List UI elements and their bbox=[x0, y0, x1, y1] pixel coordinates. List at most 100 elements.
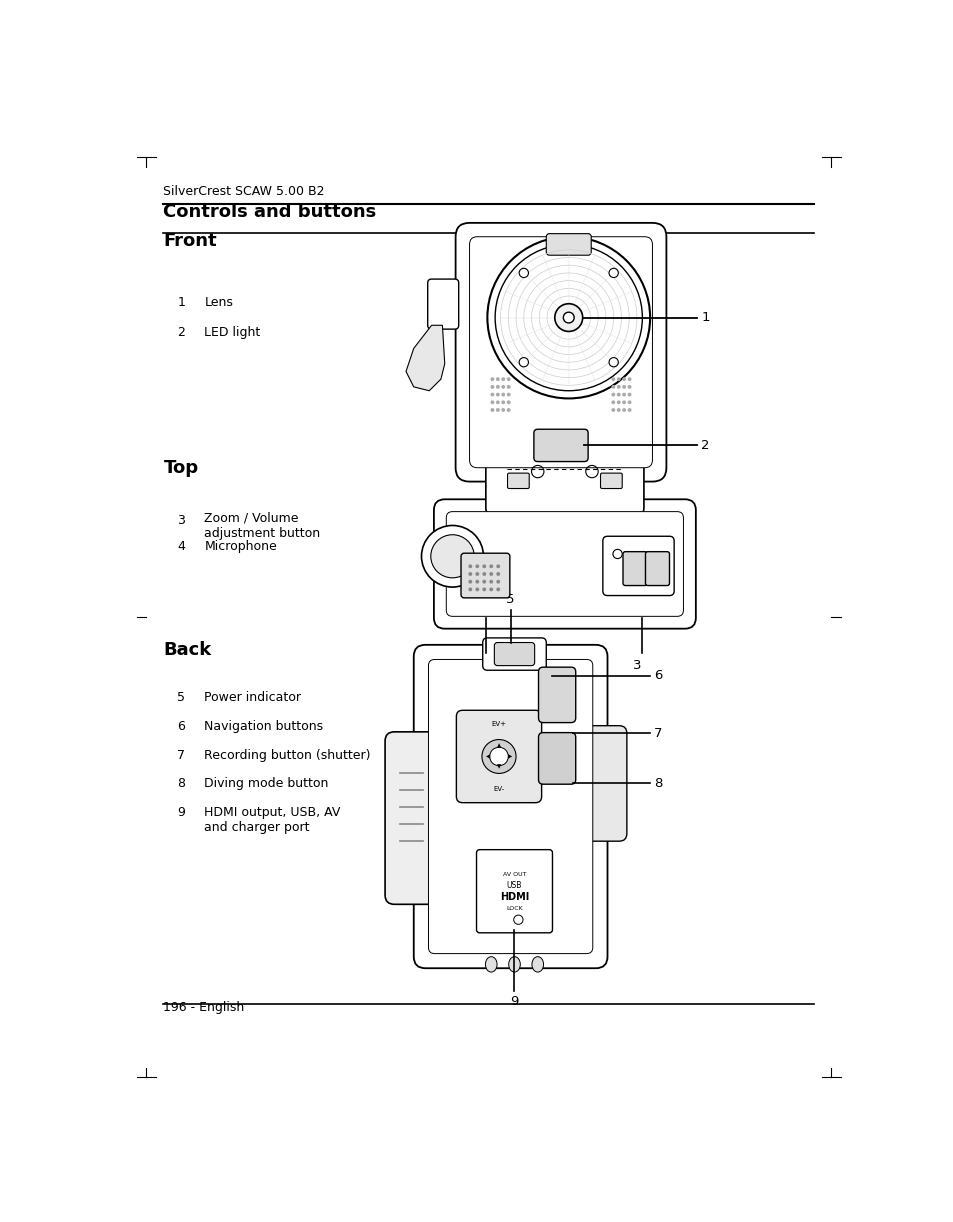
Circle shape bbox=[475, 572, 478, 576]
FancyBboxPatch shape bbox=[460, 554, 509, 598]
Text: ▼: ▼ bbox=[497, 765, 500, 770]
Circle shape bbox=[475, 579, 478, 584]
FancyBboxPatch shape bbox=[507, 473, 529, 489]
FancyBboxPatch shape bbox=[469, 237, 652, 468]
Circle shape bbox=[617, 385, 620, 389]
FancyBboxPatch shape bbox=[602, 536, 674, 595]
Circle shape bbox=[608, 358, 618, 367]
Circle shape bbox=[506, 378, 510, 381]
Circle shape bbox=[627, 408, 631, 412]
FancyBboxPatch shape bbox=[537, 667, 575, 722]
Circle shape bbox=[621, 392, 625, 396]
Text: Top: Top bbox=[163, 459, 198, 477]
Ellipse shape bbox=[532, 957, 543, 971]
Circle shape bbox=[627, 378, 631, 381]
Text: 3: 3 bbox=[633, 659, 641, 672]
Text: 9: 9 bbox=[177, 805, 185, 819]
Circle shape bbox=[496, 378, 499, 381]
Circle shape bbox=[627, 385, 631, 389]
Circle shape bbox=[487, 237, 649, 398]
Text: 2: 2 bbox=[177, 326, 185, 340]
Circle shape bbox=[482, 588, 486, 591]
FancyBboxPatch shape bbox=[579, 726, 626, 841]
Circle shape bbox=[617, 401, 620, 404]
Text: Microphone: Microphone bbox=[204, 540, 277, 552]
FancyBboxPatch shape bbox=[476, 849, 552, 932]
Text: 8: 8 bbox=[654, 777, 661, 789]
Circle shape bbox=[617, 392, 620, 396]
Circle shape bbox=[468, 588, 472, 591]
Circle shape bbox=[500, 385, 505, 389]
Ellipse shape bbox=[508, 957, 519, 971]
Text: 1: 1 bbox=[700, 312, 709, 324]
Text: 3: 3 bbox=[177, 514, 185, 527]
Circle shape bbox=[496, 385, 499, 389]
Text: HDMI: HDMI bbox=[499, 892, 529, 902]
Circle shape bbox=[489, 572, 493, 576]
Circle shape bbox=[518, 269, 528, 277]
Text: 5: 5 bbox=[177, 690, 185, 704]
Text: Zoom / Volume
adjustment button: Zoom / Volume adjustment button bbox=[204, 512, 320, 540]
Circle shape bbox=[468, 579, 472, 584]
FancyBboxPatch shape bbox=[434, 500, 695, 628]
Circle shape bbox=[489, 747, 508, 766]
Circle shape bbox=[611, 392, 615, 396]
Circle shape bbox=[496, 565, 499, 568]
Circle shape bbox=[627, 392, 631, 396]
Circle shape bbox=[611, 378, 615, 381]
Text: LOCK: LOCK bbox=[506, 907, 522, 912]
Circle shape bbox=[431, 535, 474, 578]
Circle shape bbox=[500, 392, 505, 396]
Circle shape bbox=[482, 572, 486, 576]
Text: LED light: LED light bbox=[204, 326, 260, 340]
Circle shape bbox=[608, 269, 618, 277]
Text: 6: 6 bbox=[177, 720, 185, 733]
Text: 5: 5 bbox=[506, 594, 515, 606]
FancyBboxPatch shape bbox=[622, 551, 646, 585]
Circle shape bbox=[496, 572, 499, 576]
Text: AV OUT: AV OUT bbox=[502, 871, 526, 877]
Circle shape bbox=[490, 401, 494, 404]
Text: 4: 4 bbox=[477, 659, 486, 672]
Circle shape bbox=[489, 565, 493, 568]
FancyBboxPatch shape bbox=[546, 233, 591, 255]
Circle shape bbox=[496, 401, 499, 404]
Circle shape bbox=[555, 304, 582, 331]
Text: EV+: EV+ bbox=[491, 721, 506, 727]
Circle shape bbox=[500, 401, 505, 404]
Text: ▲: ▲ bbox=[497, 743, 500, 748]
FancyBboxPatch shape bbox=[599, 473, 621, 489]
Text: 7: 7 bbox=[654, 727, 661, 739]
Circle shape bbox=[506, 401, 510, 404]
Text: 4: 4 bbox=[177, 540, 185, 552]
FancyBboxPatch shape bbox=[485, 456, 643, 517]
FancyBboxPatch shape bbox=[645, 551, 669, 585]
Text: 7: 7 bbox=[177, 749, 185, 761]
Polygon shape bbox=[406, 325, 444, 391]
Text: Recording button (shutter): Recording button (shutter) bbox=[204, 749, 371, 761]
FancyBboxPatch shape bbox=[446, 512, 682, 616]
Circle shape bbox=[490, 378, 494, 381]
Text: 1: 1 bbox=[177, 296, 185, 309]
Circle shape bbox=[421, 525, 483, 587]
Circle shape bbox=[496, 392, 499, 396]
Text: Back: Back bbox=[163, 642, 212, 660]
Circle shape bbox=[475, 565, 478, 568]
Text: Diving mode button: Diving mode button bbox=[204, 777, 329, 791]
Text: EV-: EV- bbox=[493, 786, 504, 792]
Text: 6: 6 bbox=[654, 670, 661, 682]
Circle shape bbox=[506, 385, 510, 389]
Text: 8: 8 bbox=[177, 777, 185, 791]
Circle shape bbox=[518, 358, 528, 367]
Circle shape bbox=[468, 565, 472, 568]
Circle shape bbox=[617, 408, 620, 412]
Circle shape bbox=[621, 378, 625, 381]
Text: Front: Front bbox=[163, 232, 217, 249]
Circle shape bbox=[496, 579, 499, 584]
Circle shape bbox=[489, 579, 493, 584]
Circle shape bbox=[621, 408, 625, 412]
Circle shape bbox=[562, 312, 574, 323]
Circle shape bbox=[468, 572, 472, 576]
Text: HDMI output, USB, AV
and charger port: HDMI output, USB, AV and charger port bbox=[204, 805, 340, 833]
Circle shape bbox=[489, 588, 493, 591]
